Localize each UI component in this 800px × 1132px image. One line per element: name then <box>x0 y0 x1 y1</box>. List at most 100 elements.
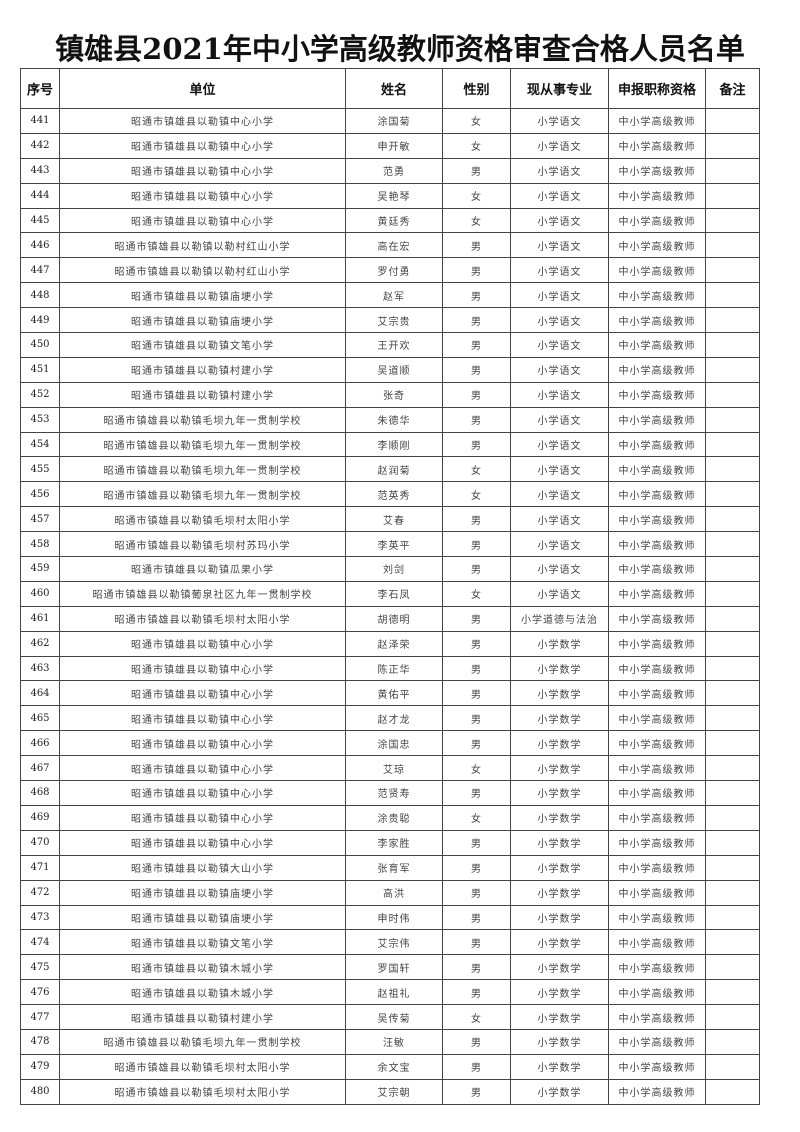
cell-index: 448 <box>20 282 60 309</box>
table-row: 473 昭通市镇雄县以勒镇庙埂小学 申时伟男小学数学 中小学高级教师 <box>20 904 760 931</box>
cell-title: 中小学高级教师 <box>608 381 706 408</box>
cell-index: 479 <box>20 1053 60 1080</box>
cell-title: 中小学高级教师 <box>608 332 706 358</box>
cell-major: 小学语文 <box>510 108 609 134</box>
cell-unit: 昭通市镇雄县以勒镇中心小学 <box>59 157 346 184</box>
cell-name: 范贤寿 <box>345 780 443 806</box>
cell-unit: 昭通市镇雄县以勒镇毛坝村太阳小学 <box>59 1078 346 1105</box>
cell-remarks <box>705 257 760 284</box>
cell-remarks <box>705 232 760 259</box>
cell-unit: 昭通市镇雄县以勒镇中心小学 <box>59 182 346 209</box>
cell-remarks <box>705 780 760 806</box>
table-row: 456 昭通市镇雄县以勒镇毛坝九年一贯制学校 范英秀女小学语文 中小学高级教师 <box>20 481 760 508</box>
cell-title: 中小学高级教师 <box>608 804 706 831</box>
cell-unit: 昭通市镇雄县以勒镇大山小学 <box>59 854 346 881</box>
cell-unit: 昭通市镇雄县以勒镇村建小学 <box>59 381 346 408</box>
cell-index: 452 <box>20 381 60 408</box>
cell-unit: 昭通市镇雄县以勒镇庙埂小学 <box>59 879 346 906</box>
cell-unit: 昭通市镇雄县以勒镇中心小学 <box>59 680 346 707</box>
cell-title: 中小学高级教师 <box>608 780 706 806</box>
cell-remarks <box>705 705 760 732</box>
cell-title: 中小学高级教师 <box>608 730 706 757</box>
cell-name: 李顺刚 <box>345 431 443 458</box>
cell-index: 473 <box>20 904 60 931</box>
cell-remarks <box>705 605 760 632</box>
cell-index: 471 <box>20 854 60 881</box>
cell-remarks <box>705 356 760 383</box>
cell-name: 范英秀 <box>345 481 443 508</box>
cell-title: 中小学高级教师 <box>608 431 706 458</box>
cell-name: 赵润菊 <box>345 456 443 483</box>
cell-remarks <box>705 556 760 582</box>
cell-major: 小学语文 <box>510 381 609 408</box>
table-row: 475 昭通市镇雄县以勒镇木城小学 罗国轩男小学数学 中小学高级教师 <box>20 954 760 981</box>
cell-remarks <box>705 1028 760 1055</box>
cell-unit: 昭通市镇雄县以勒镇中心小学 <box>59 655 346 682</box>
cell-name: 涂国忠 <box>345 730 443 757</box>
cell-gender: 男 <box>442 556 511 582</box>
table-row: 462 昭通市镇雄县以勒镇中心小学 赵泽荣男小学数学 中小学高级教师 <box>20 630 760 657</box>
cell-title: 中小学高级教师 <box>608 1053 706 1080</box>
cell-unit: 昭通市镇雄县以勒镇中心小学 <box>59 207 346 234</box>
cell-gender: 女 <box>442 481 511 508</box>
cell-unit: 昭通市镇雄县以勒镇葡泉社区九年一贯制学校 <box>59 580 346 607</box>
cell-name: 李石凤 <box>345 580 443 607</box>
cell-major: 小学数学 <box>510 655 609 682</box>
cell-index: 451 <box>20 356 60 383</box>
cell-gender: 男 <box>442 954 511 981</box>
table-row: 463 昭通市镇雄县以勒镇中心小学 陈正华男小学数学 中小学高级教师 <box>20 655 760 682</box>
cell-gender: 男 <box>442 257 511 284</box>
cell-title: 中小学高级教师 <box>608 157 706 184</box>
cell-gender: 男 <box>442 705 511 732</box>
cell-name: 涂贵聪 <box>345 804 443 831</box>
cell-major: 小学语文 <box>510 580 609 607</box>
cell-unit: 昭通市镇雄县以勒镇木城小学 <box>59 954 346 981</box>
cell-remarks <box>705 431 760 458</box>
cell-gender: 男 <box>442 730 511 757</box>
cell-gender: 男 <box>442 356 511 383</box>
cell-name: 吴传菊 <box>345 1004 443 1030</box>
cell-name: 李家胜 <box>345 829 443 856</box>
cell-index: 463 <box>20 655 60 682</box>
cell-gender: 男 <box>442 157 511 184</box>
cell-remarks <box>705 506 760 533</box>
cell-title: 中小学高级教师 <box>608 132 706 159</box>
cell-title: 中小学高级教师 <box>608 1078 706 1105</box>
table-row: 474 昭通市镇雄县以勒镇文笔小学 艾宗伟男小学数学 中小学高级教师 <box>20 929 760 956</box>
table-row: 461 昭通市镇雄县以勒镇毛坝村太阳小学 胡德明男小学道德与法治 中小学高级教师 <box>20 605 760 632</box>
cell-major: 小学数学 <box>510 879 609 906</box>
cell-index: 445 <box>20 207 60 234</box>
cell-index: 444 <box>20 182 60 209</box>
cell-unit: 昭通市镇雄县以勒镇庙埂小学 <box>59 282 346 309</box>
cell-major: 小学语文 <box>510 257 609 284</box>
header-major: 现从事专业 <box>510 68 609 109</box>
cell-index: 458 <box>20 531 60 558</box>
cell-major: 小学数学 <box>510 755 609 782</box>
cell-title: 中小学高级教师 <box>608 705 706 732</box>
cell-title: 中小学高级教师 <box>608 680 706 707</box>
cell-unit: 昭通市镇雄县以勒镇毛坝九年一贯制学校 <box>59 431 346 458</box>
cell-major: 小学语文 <box>510 332 609 358</box>
cell-remarks <box>705 456 760 483</box>
table-row: 465 昭通市镇雄县以勒镇中心小学 赵才龙男小学数学 中小学高级教师 <box>20 705 760 732</box>
cell-name: 艾春 <box>345 506 443 533</box>
cell-unit: 昭通市镇雄县以勒镇村建小学 <box>59 1004 346 1030</box>
cell-name: 申开敏 <box>345 132 443 159</box>
table-row: 455 昭通市镇雄县以勒镇毛坝九年一贯制学校 赵润菊女小学语文 中小学高级教师 <box>20 456 760 483</box>
cell-unit: 昭通市镇雄县以勒镇文笔小学 <box>59 929 346 956</box>
table-row: 450 昭通市镇雄县以勒镇文笔小学 王开欢男小学语文 中小学高级教师 <box>20 332 760 358</box>
cell-remarks <box>705 531 760 558</box>
table-row: 476 昭通市镇雄县以勒镇木城小学 赵祖礼男小学数学 中小学高级教师 <box>20 979 760 1006</box>
cell-name: 申时伟 <box>345 904 443 931</box>
table-row: 470 昭通市镇雄县以勒镇中心小学 李家胜男小学数学 中小学高级教师 <box>20 829 760 856</box>
cell-gender: 男 <box>442 307 511 334</box>
cell-index: 441 <box>20 108 60 134</box>
cell-gender: 女 <box>442 804 511 831</box>
cell-major: 小学语文 <box>510 431 609 458</box>
cell-remarks <box>705 481 760 508</box>
cell-index: 450 <box>20 332 60 358</box>
table-row: 478 昭通市镇雄县以勒镇毛坝九年一贯制学校 汪敏男小学数学 中小学高级教师 <box>20 1028 760 1055</box>
cell-unit: 昭通市镇雄县以勒镇毛坝村苏玛小学 <box>59 531 346 558</box>
cell-index: 464 <box>20 680 60 707</box>
cell-gender: 男 <box>442 282 511 309</box>
